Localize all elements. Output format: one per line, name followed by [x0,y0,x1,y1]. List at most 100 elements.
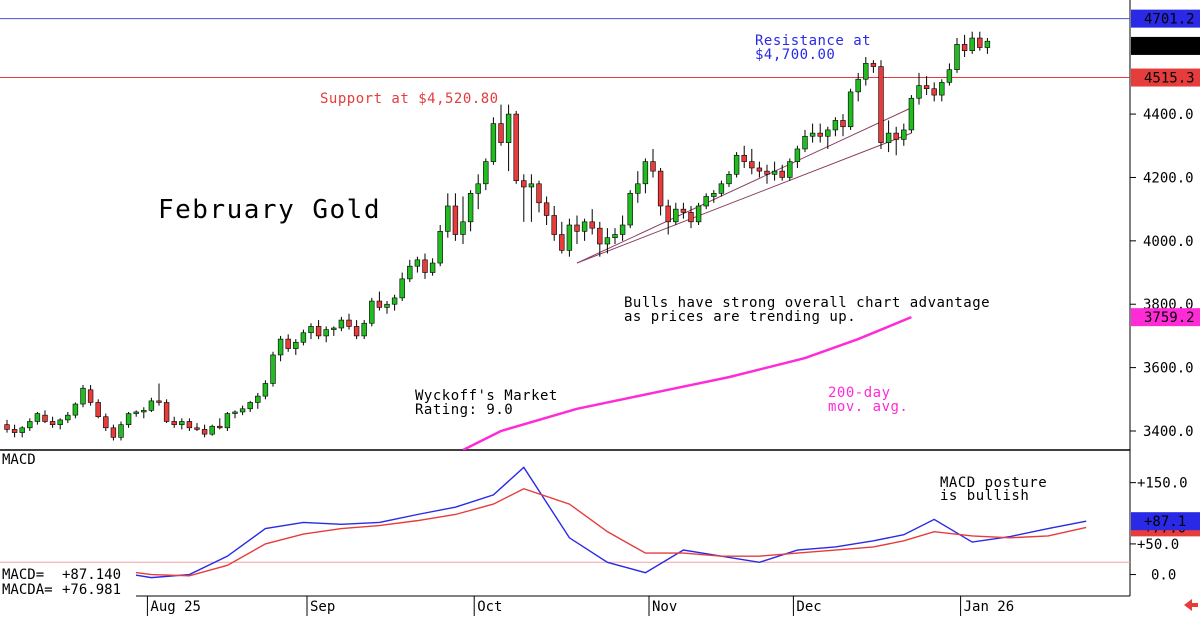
candle [847,88,854,130]
candle [551,205,557,241]
candle [779,164,785,181]
price-value-tag: 4701.2 [1144,12,1195,28]
candle [399,272,405,302]
candle-body-up [847,91,854,128]
candle-body-down [749,161,755,169]
candle-body-up [863,63,869,80]
candle [217,418,223,430]
candle-body-up [72,403,79,416]
macd-readout-label: MACD= [2,567,44,583]
candle-body-up [65,414,71,421]
candle-body-down [353,326,360,337]
candle [125,411,132,428]
candle [308,323,314,340]
candle [673,202,679,225]
candle-body-up [323,329,329,337]
candle [870,60,877,73]
candle [110,424,117,441]
macd-readout-box [0,566,136,598]
macd-tick-label: +50.0 [1137,537,1179,553]
candle-body-up [460,221,466,235]
candle-body-down [597,227,603,245]
price-value-tag-bg [1131,36,1200,55]
macd-readout-value: +87.140 [62,567,121,583]
candle-body-down [756,167,763,172]
candle [186,418,193,431]
candle [695,202,702,225]
candle [361,320,367,340]
candle [916,72,922,105]
candle-body-down [285,338,291,349]
candle-body-down [49,421,56,425]
candle-body-up [34,413,41,422]
price-value-tag-bg [1131,68,1200,87]
candle [338,316,345,332]
candle-body-down [551,215,557,235]
candle [559,221,565,254]
wyckoff-note-line: Rating: 9.0 [415,402,513,418]
candle [483,158,489,191]
candle [171,416,177,428]
candle [650,148,656,178]
candle [4,419,10,433]
candle [878,60,884,149]
candle-body-down [923,85,930,90]
candle-body-down [163,402,170,422]
scroll-left-arrow-icon[interactable] [1184,599,1198,611]
candle-body-down [931,88,937,96]
candle [498,104,504,146]
candle-body-up [528,183,535,188]
candle-body-up [141,410,147,413]
candle-body-up [619,224,626,235]
candle [513,110,519,184]
candle-body-up [787,161,793,178]
candle [908,95,915,134]
candle [437,225,443,267]
candle [179,418,185,430]
candle [756,161,763,178]
candle [680,202,687,219]
candle-body-down [95,402,101,418]
candle [346,313,352,330]
candle [794,145,801,168]
candle [445,193,451,238]
candle-body-up [984,40,991,48]
candle [384,301,390,314]
candle-body-down [893,132,899,140]
candle [923,76,930,96]
candle [490,117,497,165]
candle-body-up [125,413,132,425]
levels-layer [0,18,1130,79]
candle [262,380,269,400]
candle [239,405,246,416]
candle [863,57,869,86]
candle-body-down [171,421,177,425]
candle [201,424,208,438]
candle [619,215,626,241]
candle-body-up [437,231,443,264]
trendline [576,132,912,264]
candle-body-up [384,303,390,308]
candle [133,410,139,417]
candle [817,123,823,143]
candle-body-up [802,135,808,150]
candle-body-up [293,341,299,349]
macda-line [6,488,1087,577]
resistance-note-line: Resistance at [755,33,871,49]
macd-layer [0,466,1130,579]
candle [809,123,816,143]
candle-body-down [764,170,770,175]
candle [741,145,747,168]
macd-panel-label: MACD [2,452,36,468]
candle [232,410,238,419]
candle-body-up [118,424,124,438]
ma200-label-line: mov. avg. [828,399,908,415]
candle-body-down [42,414,48,422]
candle-body-up [399,278,405,299]
candle-body-down [665,205,671,223]
candle-body-down [315,326,322,337]
candle-body-up [794,148,801,162]
candle-body-up [908,97,915,131]
ma-layer [462,315,912,450]
